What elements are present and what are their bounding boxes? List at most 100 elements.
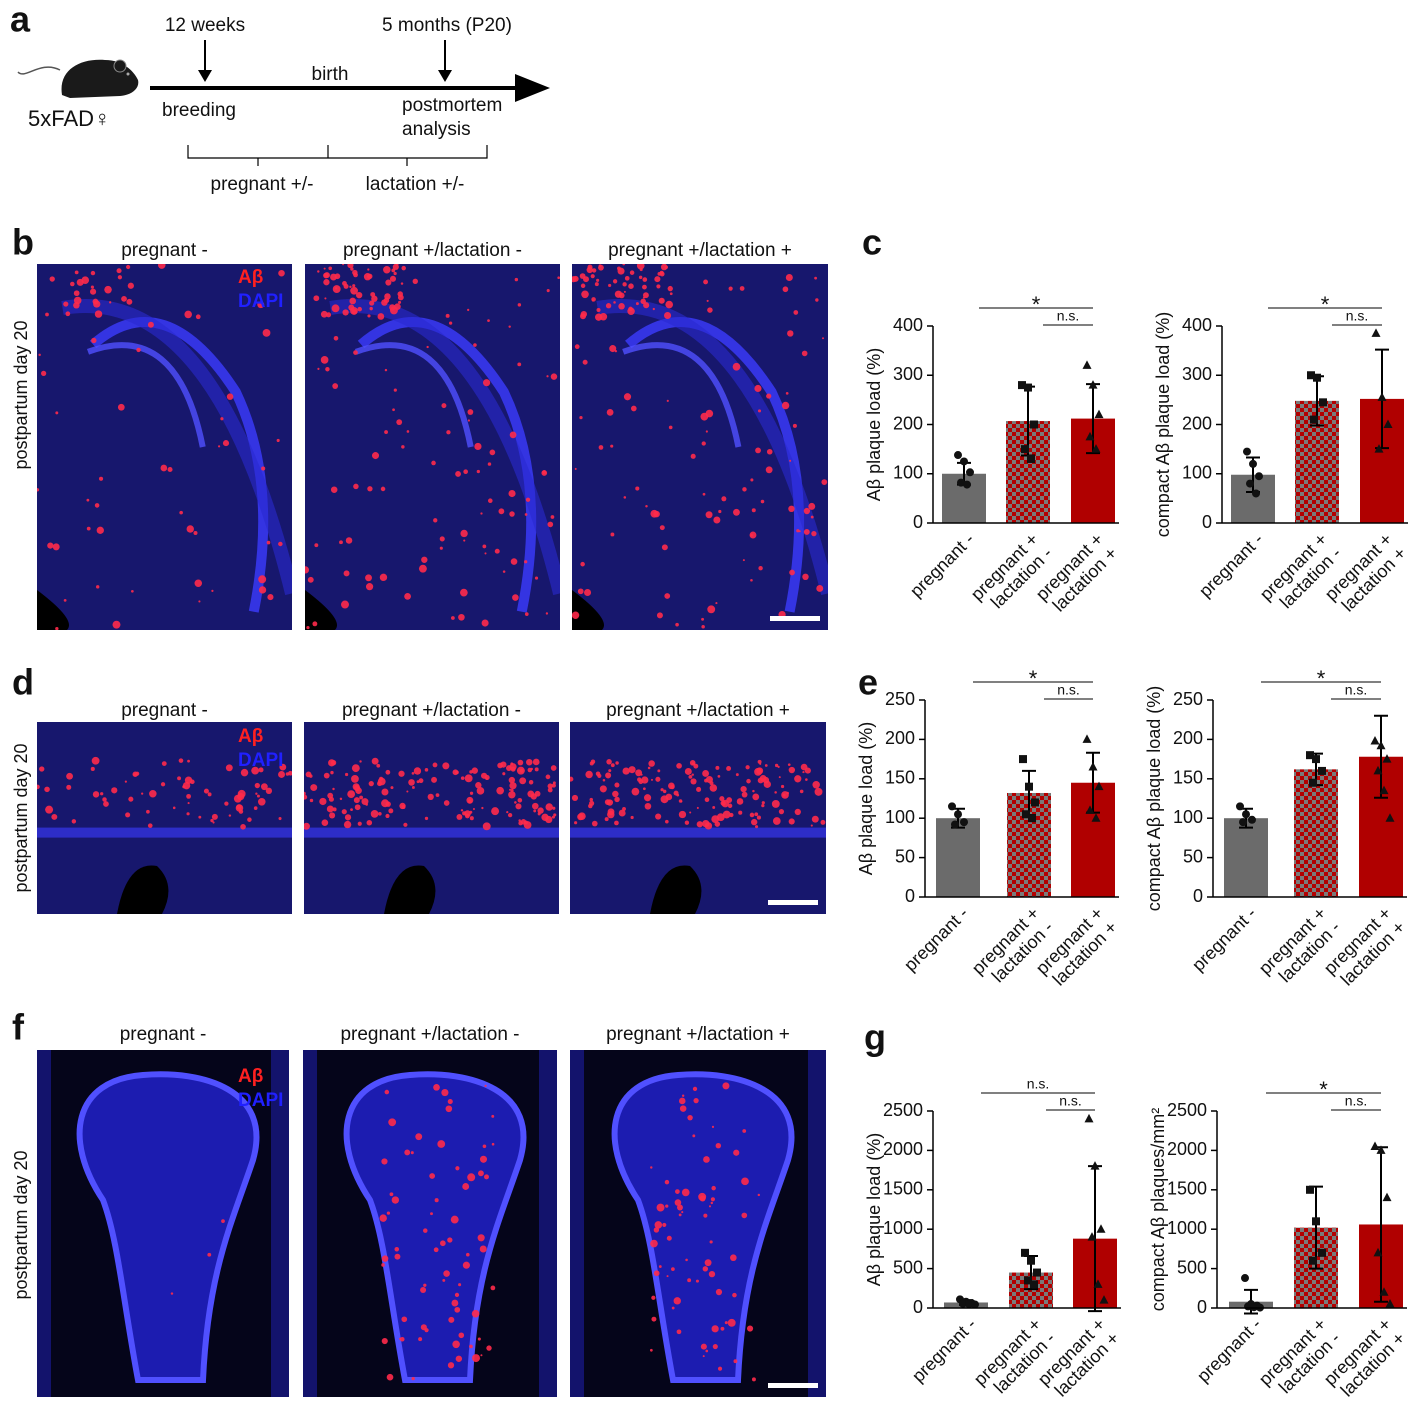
plaque — [598, 264, 602, 268]
plaque — [240, 768, 249, 777]
plaque — [254, 782, 260, 789]
plaque — [764, 764, 768, 767]
plaque — [667, 285, 673, 292]
plaque — [684, 820, 690, 825]
plaque — [502, 570, 506, 573]
plaque — [389, 275, 397, 282]
plaque — [622, 282, 627, 287]
plaque — [732, 1292, 737, 1298]
plaque — [810, 824, 813, 827]
plaque — [754, 384, 762, 393]
plaque — [469, 810, 473, 814]
plaque — [406, 430, 410, 433]
plaque — [323, 279, 330, 286]
plaque — [455, 471, 461, 477]
plaque — [546, 289, 550, 293]
plaque — [717, 1366, 723, 1371]
plaque — [109, 301, 112, 304]
y-tick-label: 1500 — [883, 1179, 923, 1199]
plaque — [510, 762, 514, 766]
plaque — [309, 774, 313, 778]
scale-bar — [770, 616, 820, 621]
event-arrowhead — [198, 70, 212, 82]
plaque — [211, 813, 218, 820]
plaque — [102, 797, 107, 802]
olfactory-bulb — [611, 1071, 795, 1383]
plaque — [435, 793, 440, 797]
plaque — [477, 1234, 485, 1242]
plaque — [100, 792, 104, 796]
plaque — [81, 276, 90, 285]
plaque — [758, 566, 763, 571]
x-tick-label: pregnant - — [900, 903, 972, 975]
plaque — [278, 770, 286, 778]
plaque — [44, 786, 50, 793]
y-tick-label: 0 — [913, 512, 923, 532]
plaque — [313, 295, 320, 302]
plaque — [45, 312, 49, 317]
plaque — [709, 784, 718, 792]
image-title: pregnant +/lactation - — [342, 700, 521, 721]
cortex — [596, 299, 828, 596]
y-tick-label: 1000 — [883, 1218, 923, 1238]
plaque — [207, 1252, 212, 1257]
plaque — [343, 820, 352, 829]
plaque — [177, 776, 182, 781]
plaque — [820, 819, 826, 825]
data-point — [1239, 818, 1247, 827]
image-title: pregnant +/lactation + — [608, 240, 792, 261]
plaque — [664, 265, 668, 269]
plaque — [314, 543, 319, 548]
plaque — [757, 409, 762, 413]
plaque — [482, 822, 491, 831]
plaque — [582, 359, 588, 365]
image-title: pregnant - — [121, 700, 208, 721]
plaque — [635, 486, 640, 491]
plaque — [693, 1097, 699, 1104]
plaque — [55, 626, 59, 630]
ventricle — [572, 590, 604, 630]
plaque — [445, 313, 450, 318]
plaque — [397, 294, 404, 301]
plaque — [780, 784, 785, 789]
plaque — [681, 1211, 684, 1214]
significance-label: n.s. — [1057, 682, 1080, 698]
plaque — [798, 530, 801, 533]
data-point — [948, 802, 956, 811]
data-point — [1382, 754, 1392, 763]
data-point — [1030, 1280, 1038, 1289]
plaque — [577, 588, 584, 595]
significance-label: n.s. — [1027, 1076, 1050, 1092]
y-tick-label: 100 — [893, 463, 923, 483]
bar — [1294, 769, 1338, 897]
plaque — [702, 1266, 709, 1272]
plaque — [357, 306, 362, 312]
plaque — [665, 793, 673, 801]
y-tick-label: 2000 — [1167, 1139, 1207, 1159]
data-point — [1246, 479, 1254, 488]
plaque — [37, 784, 40, 790]
plaque — [466, 1252, 470, 1257]
plaque — [463, 469, 468, 475]
plaque — [480, 512, 483, 515]
plaque — [276, 438, 280, 442]
plaque — [678, 799, 683, 803]
plaque — [572, 611, 580, 619]
plaque — [486, 1345, 492, 1351]
plaque — [550, 765, 557, 771]
hippocampus — [86, 342, 206, 448]
plaque — [376, 763, 381, 768]
plaque — [506, 810, 509, 814]
plaque — [713, 516, 721, 524]
plaque — [460, 776, 465, 780]
plaque — [614, 796, 620, 803]
plaque — [525, 497, 531, 502]
data-point — [1019, 755, 1027, 764]
plaque — [49, 276, 55, 282]
plaque — [179, 510, 183, 515]
plaque — [310, 784, 318, 792]
plaque — [349, 285, 352, 289]
plaque — [476, 787, 485, 795]
plaque — [591, 268, 597, 273]
